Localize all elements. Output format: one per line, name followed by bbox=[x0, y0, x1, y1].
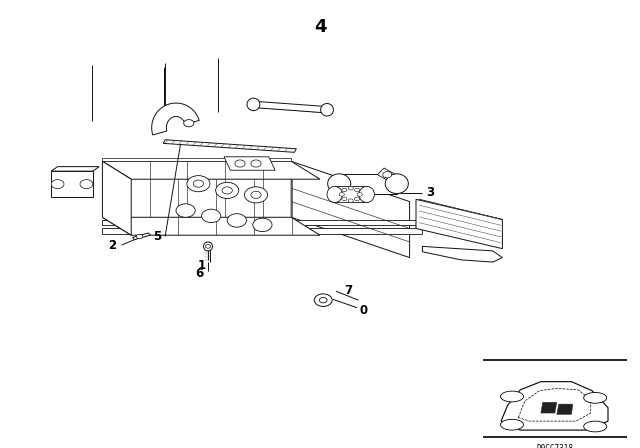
Ellipse shape bbox=[328, 174, 351, 194]
Text: 4: 4 bbox=[314, 18, 326, 36]
Text: 3: 3 bbox=[427, 186, 435, 199]
Polygon shape bbox=[102, 217, 320, 235]
Ellipse shape bbox=[359, 186, 374, 202]
Ellipse shape bbox=[244, 187, 268, 203]
Ellipse shape bbox=[348, 186, 353, 190]
Ellipse shape bbox=[348, 199, 353, 202]
Polygon shape bbox=[51, 171, 93, 197]
Ellipse shape bbox=[383, 172, 392, 178]
Ellipse shape bbox=[235, 160, 245, 167]
Polygon shape bbox=[102, 161, 131, 235]
Ellipse shape bbox=[205, 245, 211, 248]
Ellipse shape bbox=[385, 174, 408, 194]
Ellipse shape bbox=[584, 421, 607, 432]
Ellipse shape bbox=[500, 419, 524, 430]
Text: 6: 6 bbox=[196, 267, 204, 280]
Polygon shape bbox=[501, 382, 608, 430]
Ellipse shape bbox=[51, 180, 64, 189]
Polygon shape bbox=[102, 220, 422, 225]
Text: 5: 5 bbox=[153, 230, 161, 243]
Polygon shape bbox=[102, 228, 422, 234]
Ellipse shape bbox=[319, 297, 327, 303]
Ellipse shape bbox=[247, 98, 260, 111]
Polygon shape bbox=[339, 174, 397, 194]
Polygon shape bbox=[152, 103, 199, 135]
Ellipse shape bbox=[314, 294, 332, 306]
Polygon shape bbox=[51, 167, 99, 171]
Ellipse shape bbox=[227, 214, 246, 227]
Ellipse shape bbox=[184, 120, 194, 127]
Ellipse shape bbox=[357, 193, 362, 196]
Ellipse shape bbox=[136, 234, 143, 239]
Polygon shape bbox=[422, 246, 502, 262]
Ellipse shape bbox=[500, 391, 524, 402]
Ellipse shape bbox=[80, 180, 93, 189]
Ellipse shape bbox=[202, 209, 221, 223]
Polygon shape bbox=[163, 140, 296, 152]
Ellipse shape bbox=[204, 242, 212, 251]
Polygon shape bbox=[224, 157, 275, 170]
Polygon shape bbox=[416, 199, 502, 249]
Ellipse shape bbox=[176, 204, 195, 217]
Polygon shape bbox=[557, 404, 573, 414]
Ellipse shape bbox=[251, 160, 261, 167]
Text: 0: 0 bbox=[360, 303, 367, 317]
Ellipse shape bbox=[251, 191, 261, 198]
Polygon shape bbox=[378, 168, 400, 184]
Ellipse shape bbox=[222, 187, 232, 194]
Polygon shape bbox=[102, 158, 291, 161]
Ellipse shape bbox=[339, 193, 344, 196]
Ellipse shape bbox=[584, 392, 607, 403]
Ellipse shape bbox=[355, 197, 360, 201]
Ellipse shape bbox=[187, 176, 210, 192]
Text: 2: 2 bbox=[108, 239, 116, 252]
Polygon shape bbox=[541, 402, 557, 413]
Text: 1: 1 bbox=[198, 259, 205, 272]
Polygon shape bbox=[335, 186, 367, 202]
Ellipse shape bbox=[216, 182, 239, 198]
Polygon shape bbox=[102, 161, 320, 179]
Polygon shape bbox=[291, 161, 410, 258]
Ellipse shape bbox=[342, 188, 347, 192]
Ellipse shape bbox=[327, 186, 342, 202]
Polygon shape bbox=[416, 199, 502, 224]
Text: 7: 7 bbox=[345, 284, 353, 297]
Ellipse shape bbox=[253, 218, 272, 232]
Ellipse shape bbox=[193, 180, 204, 187]
Polygon shape bbox=[253, 101, 328, 113]
Polygon shape bbox=[132, 233, 150, 240]
Text: D0CC7318: D0CC7318 bbox=[537, 444, 573, 448]
Ellipse shape bbox=[321, 103, 333, 116]
Ellipse shape bbox=[342, 197, 347, 201]
Ellipse shape bbox=[355, 188, 360, 192]
